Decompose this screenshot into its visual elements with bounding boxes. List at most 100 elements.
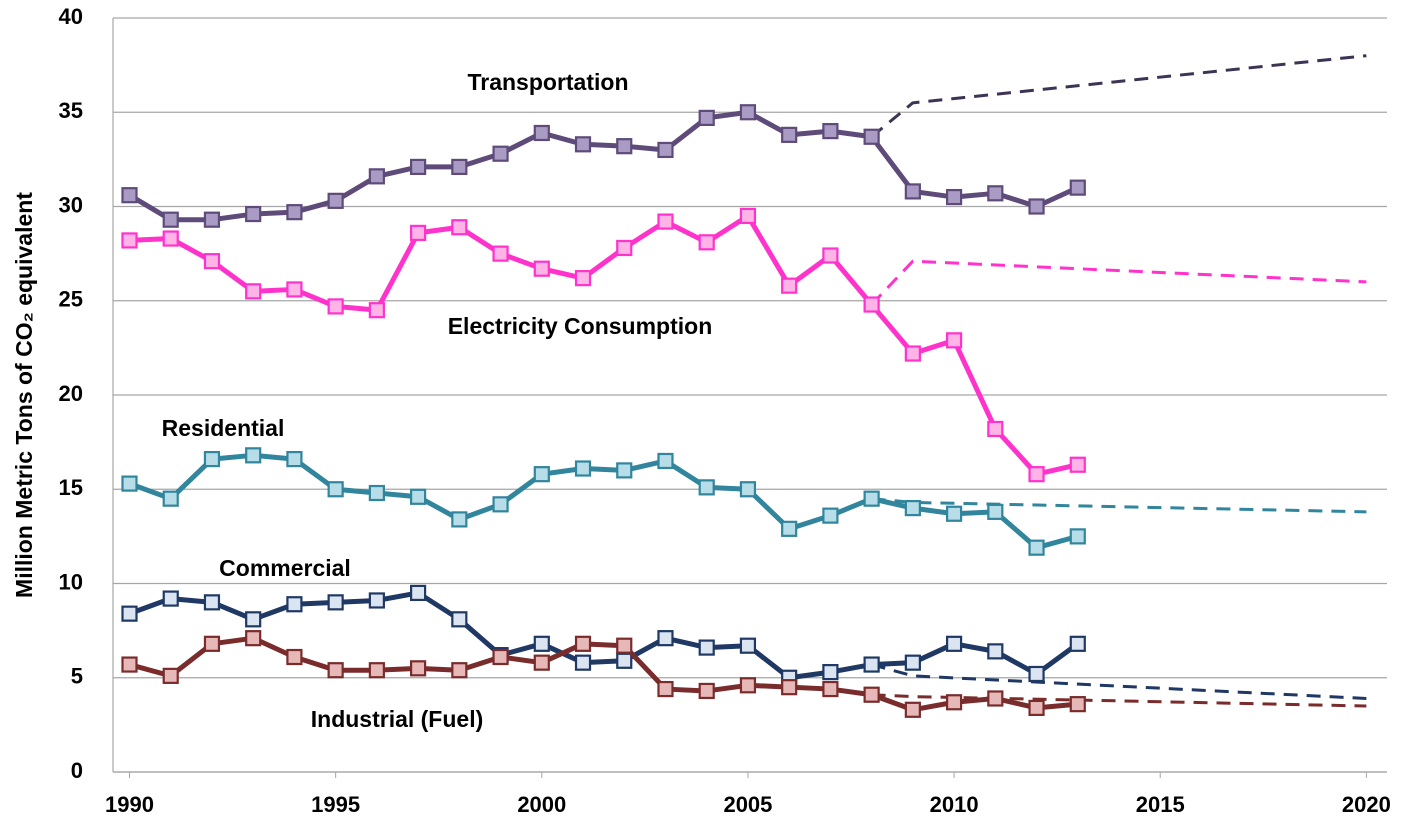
marker: [616, 637, 633, 654]
marker: [1069, 528, 1086, 545]
series-line: [128, 590, 1080, 681]
marker: [781, 679, 798, 696]
marker: [368, 168, 385, 185]
marker: [904, 701, 921, 718]
marker: [203, 594, 221, 611]
marker: [1028, 539, 1045, 556]
marker: [781, 277, 798, 294]
marker: [822, 122, 839, 140]
projection-line: [871, 497, 1367, 514]
marker: [1069, 696, 1086, 713]
marker: [492, 145, 509, 162]
marker: [863, 656, 880, 673]
marker: [327, 662, 344, 679]
marker: [574, 270, 592, 287]
marker: [987, 185, 1004, 202]
y-tick-label: 5: [71, 664, 83, 689]
y-tick-label: 10: [59, 569, 83, 594]
marker: [245, 447, 262, 464]
projection-line: [870, 259, 1367, 306]
marker: [245, 283, 262, 300]
marker: [987, 503, 1004, 520]
marker: [451, 662, 468, 679]
marker: [657, 452, 674, 470]
marker: [327, 481, 344, 498]
x-tick-label: 2000: [517, 792, 566, 817]
y-tick-label: 20: [59, 381, 83, 406]
marker: [121, 232, 138, 249]
projection-line: [870, 54, 1367, 138]
marker: [574, 460, 592, 477]
marker: [987, 420, 1004, 438]
marker: [410, 488, 427, 505]
marker: [1069, 456, 1086, 473]
marker: [410, 660, 427, 677]
marker: [822, 663, 839, 681]
marker: [286, 281, 303, 298]
x-tick-label: 2010: [930, 792, 979, 817]
marker: [698, 639, 715, 656]
marker: [1028, 198, 1045, 215]
marker: [492, 496, 509, 513]
marker: [739, 481, 757, 498]
marker: [945, 694, 963, 711]
marker: [368, 302, 385, 319]
marker: [945, 635, 963, 652]
marker: [121, 475, 138, 492]
marker: [739, 637, 757, 654]
marker: [533, 124, 550, 142]
series-label: Residential: [162, 415, 285, 441]
marker: [987, 690, 1004, 707]
marker: [451, 158, 468, 176]
marker: [410, 224, 427, 241]
marker: [863, 296, 880, 313]
marker: [533, 260, 550, 277]
series-line: [128, 452, 1079, 551]
marker: [574, 635, 592, 652]
x-tick-label: 2005: [723, 792, 772, 817]
x-tick-label: 2015: [1136, 792, 1185, 817]
y-axis-label: Million Metric Tons of CO₂ equivalent: [11, 192, 37, 598]
marker: [863, 686, 880, 703]
marker: [698, 479, 715, 496]
marker: [121, 187, 138, 204]
marker: [533, 466, 550, 483]
marker: [739, 207, 757, 225]
series-label: Industrial (Fuel): [311, 706, 484, 732]
marker: [904, 500, 921, 517]
marker: [286, 596, 303, 613]
marker: [904, 654, 921, 671]
marker: [781, 520, 798, 537]
y-tick-label: 35: [59, 98, 83, 123]
marker: [904, 345, 921, 362]
x-tick-label: 1990: [105, 792, 154, 817]
marker: [162, 490, 179, 507]
marker: [945, 505, 963, 522]
y-tick-label: 15: [59, 475, 83, 500]
marker: [657, 680, 674, 698]
marker: [245, 205, 262, 223]
marker: [162, 211, 179, 228]
marker: [574, 654, 592, 671]
marker: [162, 590, 179, 607]
marker: [574, 136, 592, 153]
projection-line: [871, 693, 1367, 708]
marker: [945, 188, 963, 206]
series-label: Transportation: [467, 69, 628, 95]
marker: [410, 584, 427, 602]
series-label: Commercial: [219, 555, 351, 581]
marker: [203, 253, 221, 270]
marker: [945, 332, 963, 349]
marker: [162, 667, 179, 684]
marker: [245, 611, 262, 628]
series-label: Electricity Consumption: [448, 313, 713, 339]
marker: [616, 138, 633, 155]
marker: [451, 511, 468, 528]
marker: [822, 680, 839, 698]
marker: [121, 656, 138, 673]
marker: [1028, 699, 1045, 717]
marker: [533, 635, 550, 652]
marker: [781, 126, 798, 143]
y-tick-label: 30: [59, 192, 83, 217]
marker: [203, 450, 221, 468]
